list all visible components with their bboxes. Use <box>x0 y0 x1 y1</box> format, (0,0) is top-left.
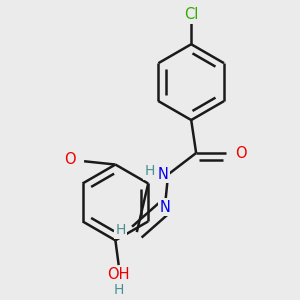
Text: H: H <box>115 224 125 238</box>
Text: H: H <box>113 283 124 297</box>
Text: N: N <box>159 200 170 215</box>
Text: OH: OH <box>107 268 130 283</box>
Text: N: N <box>158 167 169 182</box>
Text: H: H <box>145 164 155 178</box>
Text: O: O <box>235 146 247 160</box>
Text: Cl: Cl <box>184 7 198 22</box>
Text: O: O <box>64 152 76 167</box>
